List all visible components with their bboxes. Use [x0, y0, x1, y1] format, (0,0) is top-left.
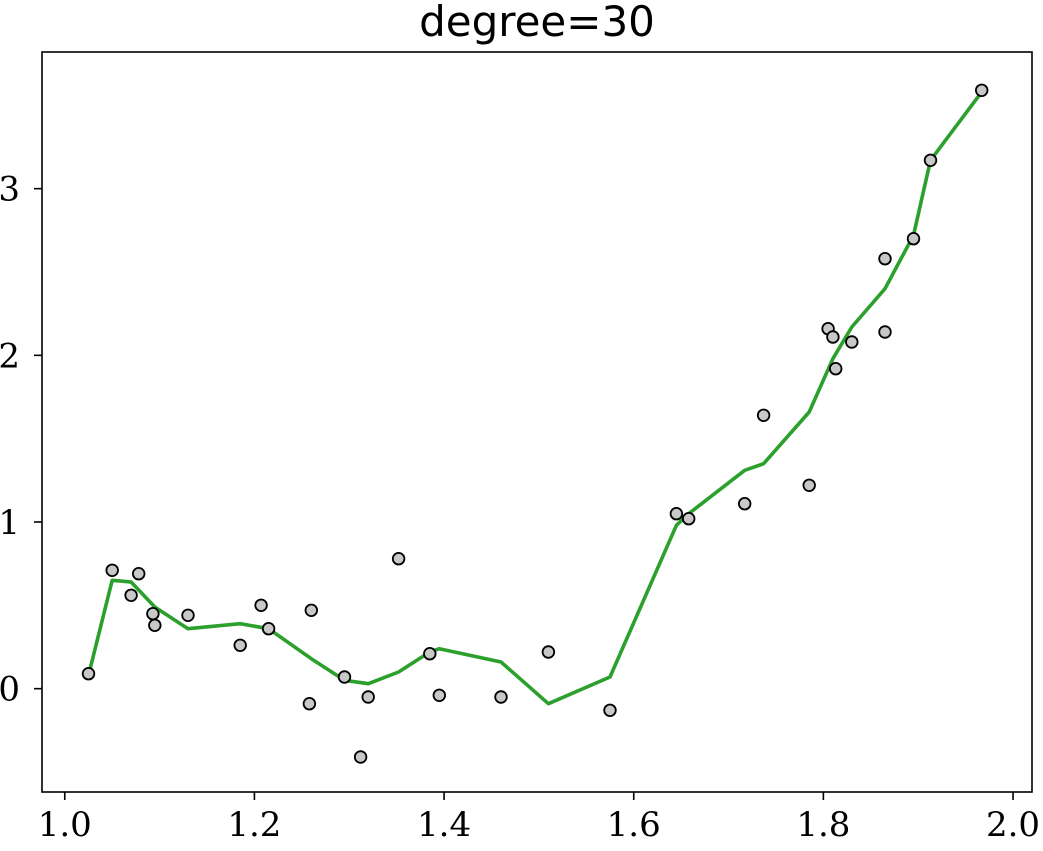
data-point: [391, 552, 406, 566]
data-point: [603, 703, 617, 718]
y-tick-label: 1: [0, 503, 20, 543]
data-point: [105, 563, 119, 578]
data-point: [756, 408, 771, 423]
data-point: [81, 667, 96, 681]
data-point: [148, 618, 162, 633]
data-point: [738, 497, 752, 511]
data-point: [878, 325, 892, 339]
data-point: [906, 231, 921, 246]
data-point: [975, 83, 989, 98]
data-point: [146, 607, 160, 621]
fit-line: [86, 90, 984, 706]
data-point: [302, 697, 317, 711]
chart-title: degree=30: [419, 0, 655, 46]
data-point: [669, 507, 684, 521]
x-tick-label: 1.8: [796, 805, 850, 845]
x-tick-label: 2.0: [986, 805, 1040, 845]
data-point: [124, 588, 138, 603]
y-tick-label: 2: [0, 336, 20, 376]
plot-frame: [41, 51, 1033, 793]
x-tick-label: 1.4: [417, 805, 471, 845]
data-point: [353, 750, 368, 764]
data-point: [541, 645, 556, 659]
data-point: [181, 608, 195, 623]
data-point: [131, 567, 146, 581]
data-point: [923, 153, 938, 168]
data-point: [826, 330, 840, 344]
data-point: [423, 647, 437, 661]
data-point: [829, 362, 843, 376]
y-tick-label: 3: [0, 170, 20, 210]
data-point: [845, 335, 859, 349]
data-point: [254, 598, 268, 613]
data-point: [337, 670, 352, 684]
data-point: [304, 603, 319, 618]
x-tick-label: 1.0: [38, 805, 92, 845]
data-point: [682, 512, 696, 526]
x-tick-label: 1.2: [227, 805, 281, 845]
x-tick-label: 1.6: [607, 805, 661, 845]
data-point: [233, 638, 247, 653]
data-point: [878, 252, 892, 266]
data-point: [802, 478, 816, 493]
data-point: [261, 622, 276, 636]
data-point: [432, 688, 447, 703]
y-tick-label: 0: [0, 670, 20, 710]
data-point: [361, 690, 375, 704]
data-point: [494, 690, 508, 704]
